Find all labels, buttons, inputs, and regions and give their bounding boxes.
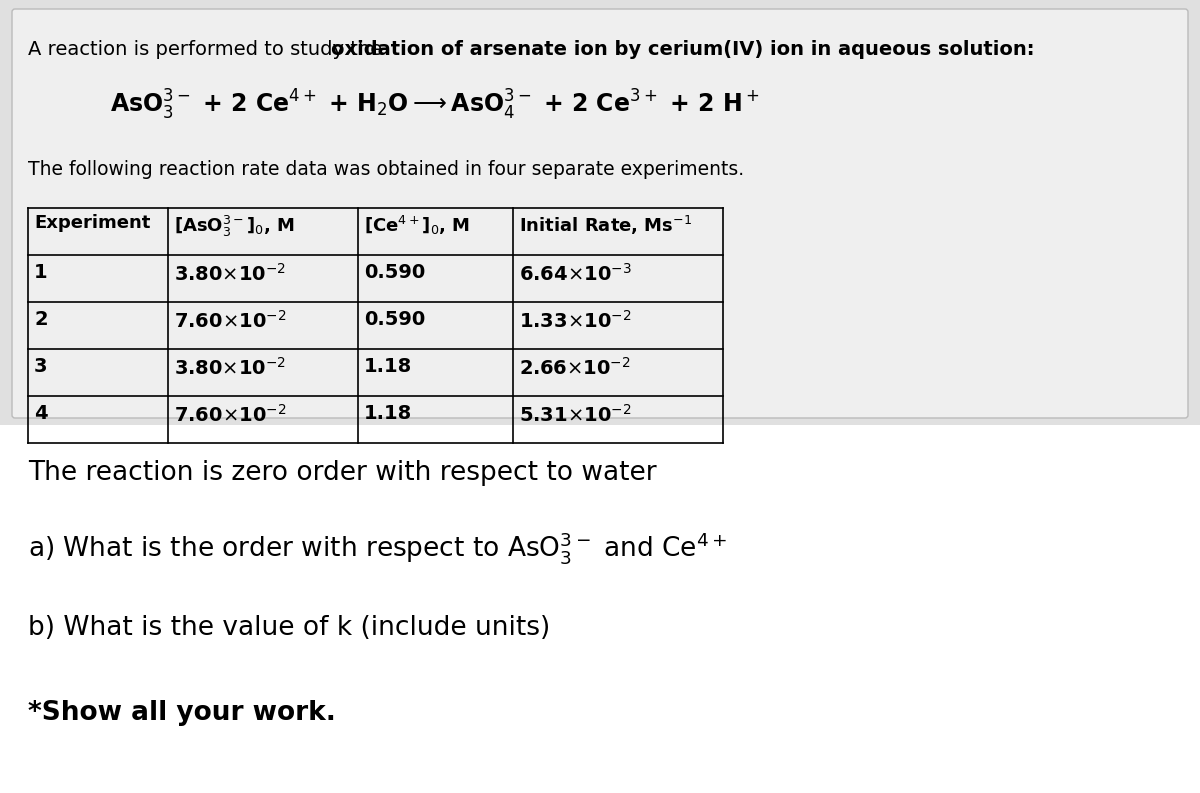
Text: oxidation of arsenate ion by cerium(IV) ion in aqueous solution:: oxidation of arsenate ion by cerium(IV) …	[331, 40, 1034, 59]
Text: 5.31$\times$10$^{-2}$: 5.31$\times$10$^{-2}$	[520, 404, 631, 426]
Text: Experiment: Experiment	[34, 214, 150, 232]
Text: 4: 4	[34, 404, 48, 423]
Text: A reaction is performed to study the: A reaction is performed to study the	[28, 40, 389, 59]
Text: The following reaction rate data was obtained in four separate experiments.: The following reaction rate data was obt…	[28, 160, 744, 179]
Text: 3.80$\times$10$^{-2}$: 3.80$\times$10$^{-2}$	[174, 263, 286, 285]
Text: b) What is the value of k (include units): b) What is the value of k (include units…	[28, 615, 551, 641]
Bar	[0, 425, 1200, 793]
FancyBboxPatch shape	[12, 9, 1188, 418]
Text: Initial Rate, Ms$^{-1}$: Initial Rate, Ms$^{-1}$	[520, 214, 692, 237]
Text: *Show all your work.: *Show all your work.	[28, 700, 336, 726]
Text: [AsO$_3^{3-}$]$_0$, M: [AsO$_3^{3-}$]$_0$, M	[174, 214, 295, 239]
Text: 1: 1	[34, 263, 48, 282]
Text: 3: 3	[34, 357, 48, 376]
Text: [Ce$^{4+}$]$_0$, M: [Ce$^{4+}$]$_0$, M	[364, 214, 470, 237]
Text: 2: 2	[34, 310, 48, 329]
Text: AsO$_3^{3-}$ + 2 Ce$^{4+}$ + H$_2$O$\longrightarrow$AsO$_4^{3-}$ + 2 Ce$^{3+}$ +: AsO$_3^{3-}$ + 2 Ce$^{4+}$ + H$_2$O$\lon…	[110, 88, 760, 122]
Text: 0.590: 0.590	[364, 263, 425, 282]
Text: 1.18: 1.18	[364, 357, 413, 376]
Text: 3.80$\times$10$^{-2}$: 3.80$\times$10$^{-2}$	[174, 357, 286, 379]
Text: 7.60$\times$10$^{-2}$: 7.60$\times$10$^{-2}$	[174, 310, 287, 332]
Text: 6.64$\times$10$^{-3}$: 6.64$\times$10$^{-3}$	[520, 263, 631, 285]
Text: 7.60$\times$10$^{-2}$: 7.60$\times$10$^{-2}$	[174, 404, 287, 426]
Text: 2.66$\times$10$^{-2}$: 2.66$\times$10$^{-2}$	[520, 357, 630, 379]
Text: 0.590: 0.590	[364, 310, 425, 329]
Text: 1.18: 1.18	[364, 404, 413, 423]
Text: The reaction is zero order with respect to water: The reaction is zero order with respect …	[28, 460, 656, 486]
Text: 1.33$\times$10$^{-2}$: 1.33$\times$10$^{-2}$	[520, 310, 631, 332]
Text: a) What is the order with respect to AsO$_3^{3-}$ and Ce$^{4+}$: a) What is the order with respect to AsO…	[28, 530, 727, 566]
